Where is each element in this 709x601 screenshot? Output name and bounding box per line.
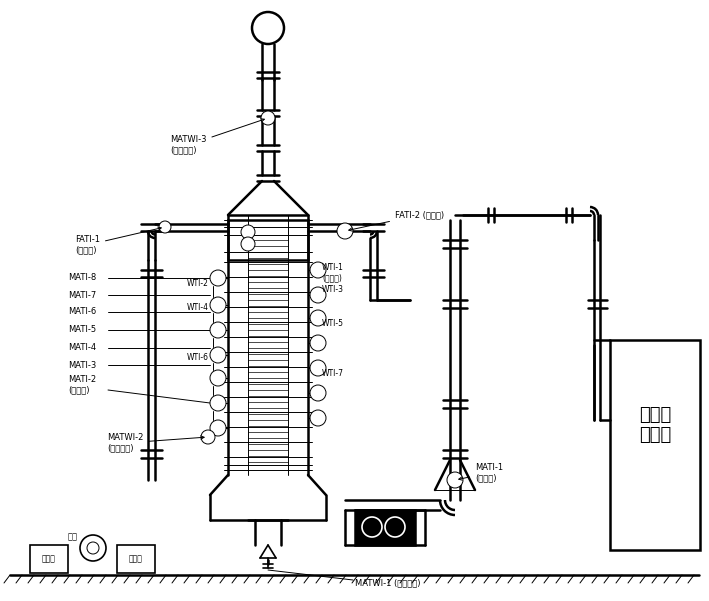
Circle shape (210, 297, 226, 313)
Text: MATWI-2
(온습도계): MATWI-2 (온습도계) (107, 433, 204, 453)
Circle shape (210, 270, 226, 286)
Text: MATWI-1 (온습도계): MATWI-1 (온습도계) (355, 579, 420, 588)
Circle shape (241, 225, 255, 239)
Text: WTI-7: WTI-7 (322, 368, 344, 377)
Circle shape (261, 111, 275, 125)
Text: MATI-5: MATI-5 (68, 326, 96, 335)
Text: MATI-6: MATI-6 (68, 308, 96, 317)
Text: MATWI-3
(온습도계): MATWI-3 (온습도계) (170, 119, 264, 154)
Text: WTI-4: WTI-4 (187, 304, 209, 313)
Bar (30, 545, 68, 573)
Text: MATI-8: MATI-8 (68, 273, 96, 282)
Text: MATI-1
(온도계): MATI-1 (온도계) (459, 463, 503, 483)
Text: WTI-2: WTI-2 (187, 278, 209, 287)
Circle shape (201, 430, 215, 444)
Circle shape (385, 517, 405, 537)
Bar (228, 220, 308, 260)
Circle shape (337, 223, 353, 239)
Circle shape (310, 335, 326, 351)
Circle shape (210, 370, 226, 386)
Circle shape (310, 262, 326, 278)
Circle shape (310, 310, 326, 326)
Text: WTI-3: WTI-3 (322, 285, 344, 294)
Text: MATI-2
(온도계): MATI-2 (온도계) (68, 375, 96, 395)
Circle shape (310, 410, 326, 426)
Text: MATI-3: MATI-3 (68, 361, 96, 370)
Circle shape (210, 322, 226, 338)
Circle shape (80, 535, 106, 561)
Circle shape (159, 221, 171, 233)
Text: 폼프: 폼프 (68, 532, 78, 542)
Circle shape (310, 360, 326, 376)
Text: WTI-1
(온도계): WTI-1 (온도계) (322, 263, 344, 282)
Text: FATI-2 (온도계): FATI-2 (온도계) (349, 210, 444, 231)
Text: 블렌더: 블렌더 (129, 555, 143, 564)
Text: MATI-4: MATI-4 (68, 344, 96, 353)
Circle shape (210, 347, 226, 363)
Text: FATI-1
(온도계): FATI-1 (온도계) (75, 227, 161, 255)
Text: 습공기
유입부: 습공기 유입부 (639, 406, 671, 444)
Circle shape (447, 472, 463, 488)
Text: 블렌더: 블렌더 (42, 555, 56, 564)
Circle shape (362, 517, 382, 537)
Circle shape (210, 395, 226, 411)
Bar (355, 510, 415, 545)
Text: WTI-5: WTI-5 (322, 319, 344, 328)
Circle shape (241, 237, 255, 251)
Text: WTI-6: WTI-6 (187, 353, 209, 362)
Circle shape (210, 420, 226, 436)
Circle shape (310, 385, 326, 401)
Bar (117, 545, 155, 573)
Circle shape (87, 542, 99, 554)
Text: MATI-7: MATI-7 (68, 290, 96, 299)
Circle shape (310, 287, 326, 303)
Bar (610, 340, 700, 550)
Circle shape (252, 12, 284, 44)
